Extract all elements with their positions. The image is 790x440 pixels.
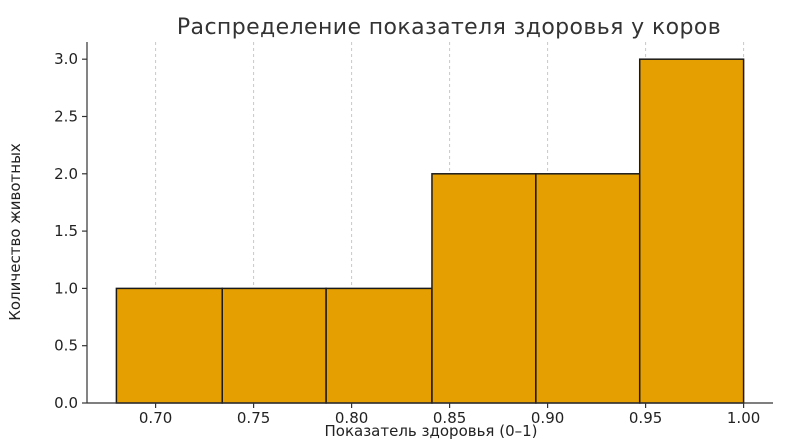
y-tick-label: 3.0 [54,50,78,68]
y-tick-label: 2.5 [54,107,78,125]
y-axis-label: Количество животных [6,143,24,321]
histogram-bar [638,58,745,404]
y-tick-label: 1.5 [54,222,78,240]
histogram-bar [535,173,641,404]
bars-layer [115,58,745,404]
x-tick-label: 0.70 [139,409,172,427]
y-tick-label: 1.0 [54,279,78,297]
x-tick-label: 0.95 [629,409,662,427]
x-tick-label: 0.80 [335,409,368,427]
y-tick-label: 2.0 [54,165,78,183]
x-tick-label: 1.00 [727,409,760,427]
x-axis-label: Показатель здоровья (0–1) [324,422,537,440]
x-tick-label: 0.90 [531,409,564,427]
histogram-bar [431,173,537,404]
x-tick-label: 0.75 [237,409,270,427]
y-tick-label: 0.0 [54,394,78,412]
axes-layer: 0.70 0.75 0.80 0.85 0.90 0.95 1.00 0.0 0.5 1.0 1.5… [54,42,773,427]
histogram-bar [115,287,223,404]
histogram-bar [221,287,327,404]
chart-title: Распределение показателя здоровья у коро… [177,15,721,40]
y-tick-label: 0.5 [54,337,78,355]
x-tick-label: 0.85 [433,409,466,427]
histogram-bar [325,287,433,404]
